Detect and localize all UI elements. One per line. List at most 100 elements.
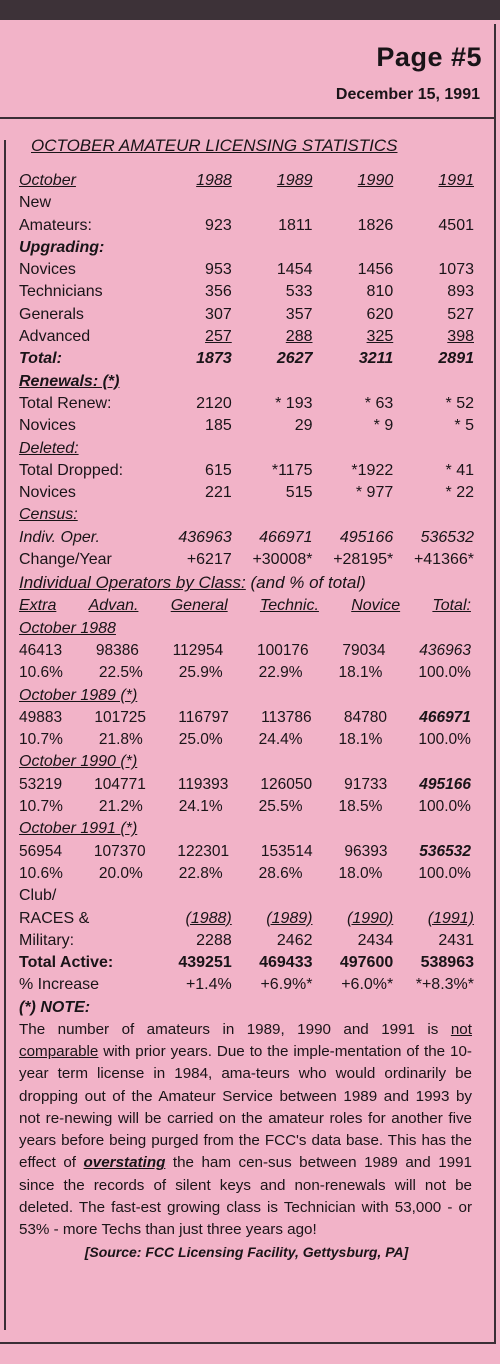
cell: 24.4% (258, 731, 303, 749)
cell: 18.0% (338, 864, 383, 882)
deleted-label-row: Deleted: (19, 438, 474, 460)
cell: 185 (205, 417, 232, 435)
cell: 104771 (94, 775, 146, 793)
cell: 288 (285, 328, 313, 346)
row-label: Advanced (19, 328, 91, 346)
cell: +30008* (252, 551, 313, 569)
by-class-heading: Individual Operators by Class: (and % of… (19, 571, 474, 595)
counts-row: 56954 107370 122301 153514 96393 536532 (19, 841, 474, 863)
cell: 98386 (95, 641, 139, 659)
page-frame (0, 24, 496, 1344)
cell: 25.0% (178, 731, 223, 749)
cell: 100.0% (418, 731, 471, 749)
races-label: RACES & (19, 909, 90, 927)
class-block-1989: October 1989 (*) 49883 101725 116797 113… (19, 685, 474, 752)
article-body: OCTOBER AMATEUR LICENSING STATISTICS Oct… (19, 136, 474, 1260)
cell: 1073 (438, 261, 474, 279)
novices-row: Novices 953 1454 1456 1073 (19, 259, 474, 281)
cell: 357 (285, 305, 313, 323)
cell: 96393 (344, 842, 388, 860)
row-label: Novices (19, 261, 76, 279)
cell: 153514 (260, 842, 313, 860)
page-number: Page #5 (376, 42, 482, 72)
header-1989: 1989 (276, 172, 313, 189)
cell: 107370 (93, 842, 146, 860)
cell: +28195* (333, 551, 394, 569)
counts-row: 46413 98386 112954 100176 79034 436963 (19, 640, 474, 662)
cell: 436963 (419, 641, 471, 659)
cell: 1873 (196, 350, 232, 368)
cell: * 22 (445, 484, 474, 502)
cell: 10.6% (19, 664, 63, 682)
cell: 615 (205, 461, 232, 479)
cell: 49883 (19, 708, 63, 726)
cell: 122301 (177, 842, 230, 860)
cell: 2462 (276, 931, 313, 949)
column-header: Extra (19, 597, 57, 615)
cell: 2120 (196, 394, 232, 412)
header-divider (0, 117, 496, 119)
races-year-row: RACES & (1988) (1989) (1990) (1991) (19, 908, 474, 930)
census-label: Census: (19, 506, 78, 524)
cell: 221 (205, 484, 232, 502)
cell: 100.0% (418, 864, 471, 882)
column-header: Total: (432, 597, 471, 615)
cell: 2431 (438, 931, 474, 949)
cell: * 52 (445, 394, 474, 412)
class-block-1988: October 1988 46413 98386 112954 100176 7… (19, 618, 474, 685)
deleted-label: Deleted: (19, 439, 79, 457)
cell: 325 (366, 328, 394, 346)
class-block-1990: October 1990 (*) 53219 104771 119393 126… (19, 751, 474, 818)
cell: 1454 (276, 261, 313, 279)
note-text: The number of amateurs in 1989, 1990 and… (19, 1020, 439, 1038)
indiv-oper-row: Indiv. Oper. 436963 466971 495166 536532 (19, 527, 474, 549)
cell: 100176 (256, 641, 309, 659)
upgrading-label-row: Upgrading: (19, 237, 474, 259)
block-label: October 1989 (*) (19, 686, 138, 704)
row-label: Technicians (19, 283, 103, 301)
cell: 893 (447, 283, 474, 301)
cell: 1456 (357, 261, 394, 279)
cell: 923 (205, 216, 232, 234)
pct-increase-row: % Increase +1.4% +6.9%* +6.0%* *+8.3%* (19, 974, 474, 996)
club-label-row: Club/ (19, 885, 474, 907)
cell: (1989) (266, 909, 313, 927)
row-label: Novices (19, 417, 76, 435)
cell: 2627 (276, 350, 313, 368)
cell: *1922 (351, 461, 394, 479)
row-label: Total Active: (19, 954, 114, 972)
cell: 25.5% (258, 798, 303, 816)
total-active-row: Total Active: 439251 469433 497600 53896… (19, 952, 474, 974)
note-text: with prior years. Due to the imple-menta… (19, 1042, 472, 1172)
column-header: Novice (351, 597, 401, 615)
cell: 810 (366, 283, 394, 301)
row-label: Total Dropped: (19, 461, 124, 479)
cell: 119393 (177, 775, 229, 793)
cell: 116797 (178, 708, 229, 726)
note-paragraph: The number of amateurs in 1989, 1990 and… (19, 1019, 474, 1242)
block-label: October 1991 (*) (19, 820, 138, 838)
cell: (1988) (185, 909, 232, 927)
note-heading: (*) NOTE: (19, 998, 91, 1016)
note-emphasis: overstating (83, 1154, 166, 1172)
cell: 398 (447, 328, 474, 346)
header-label: October (19, 172, 76, 189)
cell: 29 (294, 417, 313, 435)
issue-date: December 15, 1991 (335, 86, 480, 103)
cell: 2891 (438, 350, 474, 368)
cell: 46413 (19, 641, 63, 659)
row-label: Amateurs: (19, 216, 92, 234)
row-label: Total: (19, 350, 62, 368)
cell: 21.2% (98, 798, 143, 816)
header-1991: 1991 (438, 172, 474, 189)
cell: 257 (205, 328, 232, 346)
cell: 25.9% (178, 664, 223, 682)
cell: +6217 (186, 551, 232, 569)
row-label: Total Renew: (19, 394, 112, 412)
cell: * 5 (454, 417, 474, 435)
cell: 28.6% (258, 864, 303, 882)
total-renew-row: Total Renew: 2120 * 193 * 63 * 52 (19, 393, 474, 415)
cell: 469433 (259, 954, 313, 972)
counts-row: 49883 101725 116797 113786 84780 466971 (19, 707, 474, 729)
stats-header-row: October 1988 1989 1990 1991 (19, 170, 474, 192)
